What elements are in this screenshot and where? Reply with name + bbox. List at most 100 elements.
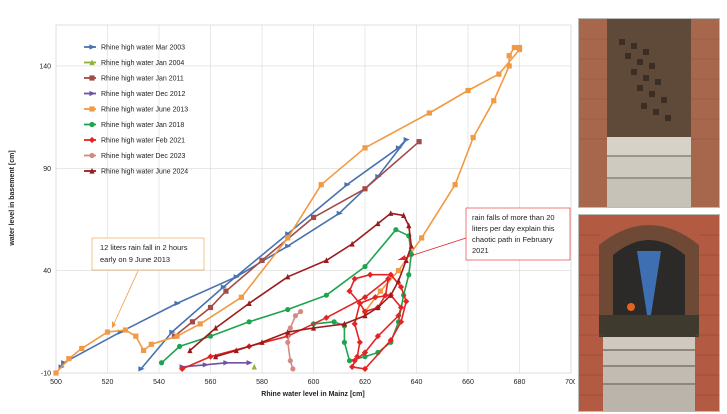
data-point (426, 110, 432, 116)
data-point (506, 53, 512, 59)
x-tick-label: 600 (308, 379, 320, 386)
data-point (341, 339, 347, 345)
x-tick-label: 560 (205, 379, 217, 386)
data-point (406, 222, 412, 229)
data-point (66, 356, 72, 362)
data-point (246, 300, 252, 306)
legend-item: Rhine high water Jan 2018 (84, 121, 184, 129)
data-point (292, 313, 299, 319)
legend-item: Rhine high water Mar 2003 (84, 44, 185, 52)
data-point (470, 134, 476, 141)
data-point (361, 365, 369, 373)
data-point (158, 360, 165, 366)
data-point (207, 353, 214, 360)
y-tick-label: -10 (41, 371, 51, 378)
data-point (372, 294, 379, 301)
x-tick-label: 500 (50, 379, 62, 386)
annotation-rain-2021-line3: chaotic path in February (472, 235, 553, 244)
legend-swatch-marker (89, 59, 95, 66)
data-point (397, 283, 405, 291)
data-point (285, 235, 291, 241)
annotation-rain-2013-line1: 12 liters rain fall in 2 hours (100, 243, 188, 252)
data-point (397, 318, 405, 325)
data-point (406, 272, 412, 278)
legend-label: Rhine high water Mar 2003 (101, 45, 185, 52)
y-tick-label: 40 (43, 268, 51, 275)
basement-stairs-photo (578, 18, 720, 208)
legend-item: Rhine high water Jan 2011 (84, 75, 184, 83)
series-line (182, 362, 250, 368)
series-line (189, 212, 413, 358)
data-point (323, 314, 330, 321)
data-point (207, 333, 214, 339)
x-tick-label: 620 (359, 379, 371, 386)
data-point (344, 182, 351, 188)
data-point (213, 324, 219, 331)
data-point (403, 298, 410, 305)
data-point (362, 312, 368, 319)
legend-label: Rhine high water Dec 2023 (101, 153, 186, 160)
data-point (351, 357, 358, 364)
data-point (346, 288, 353, 295)
legend-label: Rhine high water Jan 2004 (101, 60, 184, 67)
data-point (174, 300, 181, 306)
legend-item: Rhine high water Dec 2012 (84, 90, 186, 98)
data-point (202, 362, 209, 368)
data-point (246, 360, 253, 366)
data-point (285, 328, 291, 335)
data-point (298, 308, 304, 315)
data-point (401, 212, 407, 218)
data-point (506, 63, 512, 69)
annotation-rain-2021-line1: rain falls of more than 20 (472, 213, 555, 222)
data-point (285, 339, 291, 345)
data-point (197, 321, 203, 327)
data-point (385, 275, 392, 282)
data-point (361, 294, 369, 301)
data-point (259, 339, 265, 345)
data-point (310, 214, 317, 221)
legend-label: Rhine high water Jan 2011 (101, 76, 184, 83)
data-point (387, 271, 394, 278)
data-point (382, 292, 389, 299)
data-point (465, 87, 471, 94)
data-point (356, 339, 363, 346)
data-point (395, 145, 403, 151)
legend-item: Rhine high water Dec 2023 (84, 152, 186, 160)
data-point (177, 343, 183, 349)
data-point (374, 333, 381, 340)
series-line (173, 141, 420, 337)
data-point (174, 333, 180, 339)
data-point (133, 333, 139, 339)
data-point (346, 358, 353, 364)
data-point (356, 300, 363, 307)
legend-swatch-marker (89, 121, 95, 128)
series-7 (285, 308, 304, 372)
data-point (395, 277, 402, 284)
data-point (233, 347, 239, 354)
data-point (323, 292, 329, 298)
data-point (361, 349, 369, 356)
y-tick-label: 90 (43, 166, 51, 173)
data-point (388, 210, 394, 216)
series-2 (171, 139, 422, 339)
data-point (323, 257, 329, 264)
data-point (354, 353, 361, 360)
x-tick-label: 660 (462, 379, 474, 386)
annotation-rain-2013: 12 liters rain fall in 2 hours early on … (91, 237, 205, 329)
annotation-rain-2021-line4: 2021 (472, 246, 489, 255)
x-tick-label: 680 (514, 379, 526, 386)
data-point (341, 320, 347, 327)
annotation-rain-2021: rain falls of more than 20 liters per da… (397, 207, 571, 261)
data-point (351, 275, 358, 282)
data-point (395, 312, 402, 319)
data-point (408, 242, 414, 249)
y-tick-label: 140 (39, 63, 51, 70)
data-point (375, 304, 381, 311)
annotation-rain-2013-line2: early on 9 June 2013 (100, 255, 170, 264)
data-point (223, 288, 229, 294)
data-point (290, 366, 296, 372)
legend-swatch-marker (89, 44, 96, 50)
legend: Rhine high water Mar 2003 Rhine high wate… (84, 44, 188, 176)
flooded-stairway-photo (578, 214, 720, 412)
x-tick-label: 700 (565, 379, 575, 386)
